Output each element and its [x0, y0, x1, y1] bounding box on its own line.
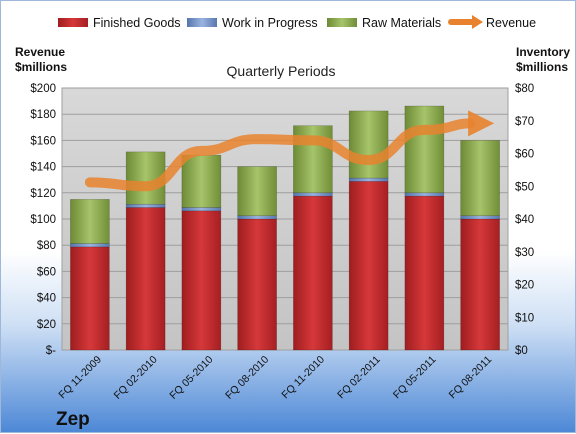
bar-work-in-progress — [70, 244, 109, 247]
bar-work-in-progress — [126, 204, 165, 207]
legend-label-raw-materials: Raw Materials — [362, 16, 441, 30]
bar-work-in-progress — [405, 193, 444, 196]
right-tick-label: $10 — [515, 312, 534, 324]
bar-raw-materials — [405, 106, 444, 193]
right-tick-label: $0 — [515, 345, 528, 357]
right-tick-label: $30 — [515, 247, 534, 259]
bar-finished-goods — [405, 196, 444, 350]
bar-raw-materials — [238, 167, 277, 216]
left-tick-label: $200 — [30, 83, 56, 95]
bar-raw-materials — [461, 140, 500, 215]
legend-label-revenue: Revenue — [486, 16, 536, 30]
legend-swatch-work-in-progress — [187, 18, 217, 27]
x-tick-label: FQ 08-2011 — [447, 354, 495, 402]
bar-work-in-progress — [293, 193, 332, 196]
bar-finished-goods — [349, 181, 388, 350]
x-tick-label: FQ 05-2010 — [167, 354, 215, 402]
right-axis-title-line2: $millions — [516, 60, 568, 74]
legend-label-finished-goods: Finished Goods — [93, 16, 181, 30]
legend-swatch-revenue — [451, 15, 483, 29]
x-tick-label: FQ 02-2010 — [112, 354, 160, 402]
bar-work-in-progress — [349, 178, 388, 181]
bar-finished-goods — [238, 219, 277, 350]
legend: Finished Goods Work in Progress Raw Mate… — [58, 15, 536, 30]
left-tick-label: $80 — [37, 240, 56, 252]
left-tick-label: $140 — [30, 162, 56, 174]
right-tick-label: $50 — [515, 181, 534, 193]
right-tick-label: $70 — [515, 116, 534, 128]
bar-finished-goods — [182, 211, 221, 350]
x-tick-label: FQ 11-2009 — [56, 354, 104, 402]
right-tick-label: $40 — [515, 214, 534, 226]
left-tick-label: $180 — [30, 109, 56, 121]
bar-raw-materials — [182, 155, 221, 207]
company-name: Zep — [56, 409, 90, 430]
left-tick-label: $160 — [30, 135, 56, 147]
bar-work-in-progress — [238, 216, 277, 219]
bar-finished-goods — [293, 196, 332, 350]
legend-swatch-finished-goods — [58, 18, 88, 27]
left-tick-label: $40 — [37, 293, 56, 305]
right-axis-ticks: $0 $10 $20 $30 $40 $50 $60 $70 $80 — [515, 83, 534, 357]
left-tick-label: $20 — [37, 319, 56, 331]
bar-work-in-progress — [182, 208, 221, 211]
x-tick-label: FQ 05-2011 — [391, 354, 439, 402]
left-tick-label: $60 — [37, 266, 56, 278]
bar-raw-materials — [70, 199, 109, 243]
legend-label-work-in-progress: Work in Progress — [222, 16, 318, 30]
left-axis-title-line1: Revenue — [15, 45, 65, 59]
x-tick-label: FQ 02-2011 — [335, 354, 383, 402]
chart-title: Quarterly Periods — [227, 63, 336, 79]
bar-work-in-progress — [461, 216, 500, 219]
right-tick-label: $60 — [515, 149, 534, 161]
right-tick-label: $80 — [515, 83, 534, 95]
left-axis-title-line2: $millions — [15, 60, 67, 74]
bar-raw-materials — [349, 111, 388, 178]
legend-swatch-raw-materials — [327, 18, 357, 27]
left-tick-label: $100 — [30, 214, 56, 226]
left-tick-label: $- — [46, 345, 56, 357]
bar-finished-goods — [461, 219, 500, 350]
left-tick-label: $120 — [30, 188, 56, 200]
right-tick-label: $20 — [515, 280, 534, 292]
right-axis-title-line1: Inventory — [516, 45, 570, 59]
bar-finished-goods — [70, 247, 109, 350]
left-axis-ticks: $- $20 $40 $60 $80 $100 $120 $140 $160 $180 $200 — [30, 83, 56, 357]
x-tick-label: FQ 11-2010 — [279, 354, 327, 402]
x-tick-label: FQ 08-2010 — [223, 354, 271, 402]
bar-finished-goods — [126, 208, 165, 350]
